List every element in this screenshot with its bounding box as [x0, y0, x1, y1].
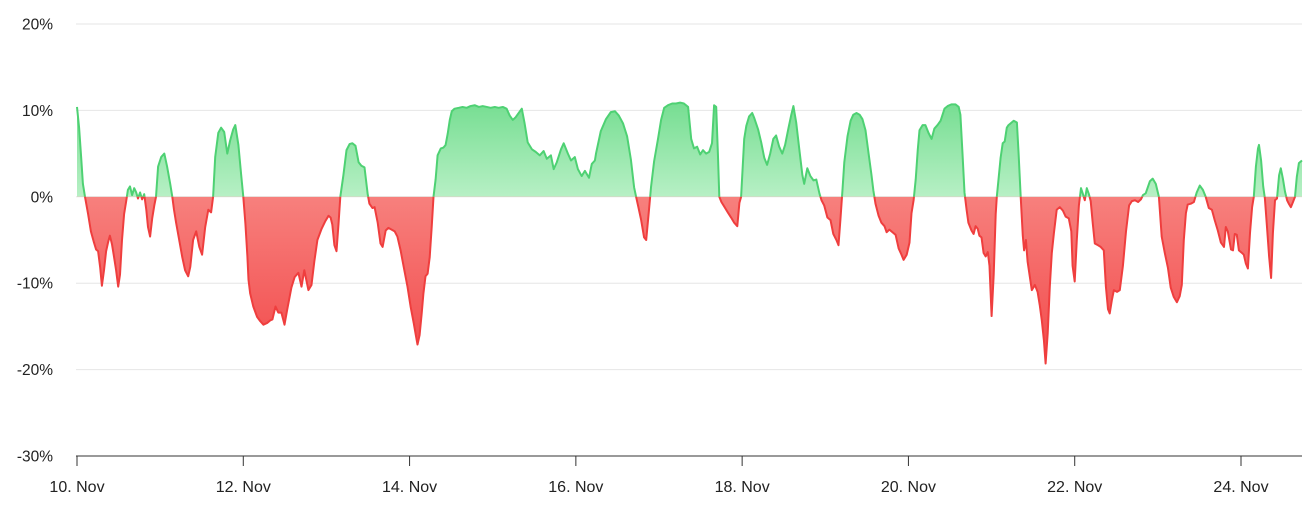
positive-area-fill [77, 102, 1302, 197]
x-axis-tick-label: 14. Nov [382, 479, 437, 496]
y-axis-tick-label: 20% [22, 17, 53, 34]
x-axis-tick-label: 10. Nov [49, 479, 104, 496]
negative-series-line [83, 196, 1297, 365]
y-axis-tick-label: -10% [17, 276, 53, 293]
y-axis-tick-label: -30% [17, 449, 53, 466]
negative-area-fill [85, 196, 1295, 364]
x-axis-tick-label: 22. Nov [1047, 479, 1102, 496]
x-axis-labels: 10. Nov 12. Nov 14. Nov 16. Nov 18. Nov 20. N… [49, 479, 1268, 496]
x-axis-tick-label: 18. Nov [715, 479, 770, 496]
x-axis-tick-label: 16. Nov [548, 479, 603, 496]
x-axis-tick-label: 12. Nov [216, 479, 271, 496]
area-series [76, 101, 1303, 365]
y-axis-tick-label: -20% [17, 362, 53, 379]
y-axis-labels: 20% 10% 0% -10% -20% -30% [17, 17, 53, 466]
x-axis [76, 455, 1302, 466]
x-axis-tick-label: 24. Nov [1213, 479, 1268, 496]
y-axis-tick-label: 10% [22, 103, 53, 120]
y-axis-tick-label: 0% [31, 189, 54, 206]
x-axis-tick-label: 20. Nov [881, 479, 936, 496]
